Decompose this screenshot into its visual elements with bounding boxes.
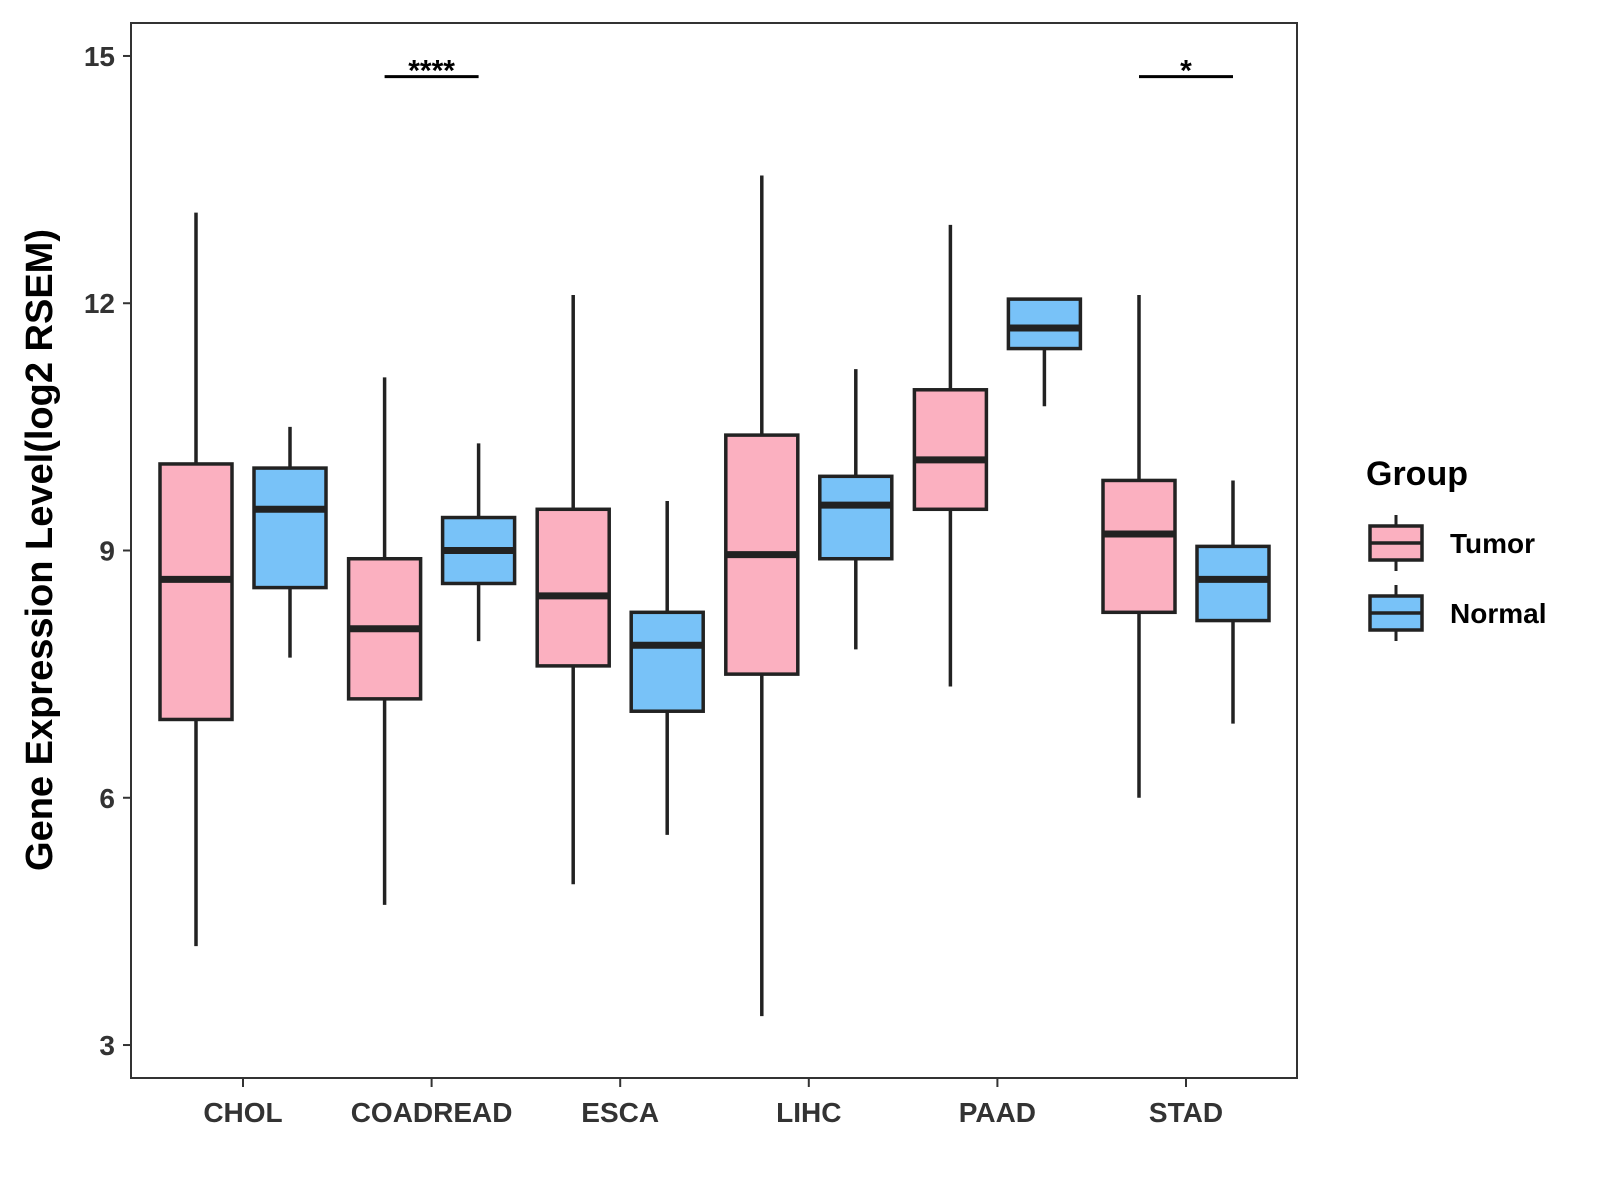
x-tick-label-stad: STAD xyxy=(1149,1097,1223,1128)
significance-label: * xyxy=(1180,55,1192,88)
x-axis: CHOL COADREAD ESCA LIHC PAAD STAD xyxy=(203,1078,1223,1128)
legend-label-normal: Normal xyxy=(1450,598,1546,629)
iqr-box xyxy=(912,388,989,512)
iqr-box xyxy=(1195,544,1271,623)
legend-title: Group xyxy=(1366,455,1468,493)
x-tick-label-chol: CHOL xyxy=(203,1097,282,1128)
y-axis-title: Gene Expression Level(log2 RSEM) xyxy=(19,229,61,871)
legend-label-tumor: Tumor xyxy=(1450,528,1535,559)
y-axis: 3 6 9 12 15 xyxy=(84,41,131,1061)
box-normal-lihc xyxy=(818,369,894,650)
box-tumor-coadread xyxy=(346,377,423,905)
iqr-box xyxy=(158,462,234,722)
box-tumor-chol xyxy=(158,212,234,947)
box-normal-coadread xyxy=(440,443,517,642)
box-tumor-esca xyxy=(535,294,611,885)
box-normal-chol xyxy=(252,426,328,658)
box-tumor-paad xyxy=(912,224,989,687)
iqr-box xyxy=(535,507,611,668)
y-tick-label: 9 xyxy=(99,536,115,567)
iqr-box xyxy=(1006,297,1083,351)
iqr-box xyxy=(1101,478,1177,615)
iqr-box xyxy=(629,610,705,713)
x-tick-label-paad: PAAD xyxy=(959,1097,1036,1128)
significance-label: **** xyxy=(408,55,455,88)
y-tick-label: 6 xyxy=(99,783,115,814)
box-tumor-lihc xyxy=(724,175,800,1017)
x-tick-label-coadread: COADREAD xyxy=(351,1097,513,1128)
boxes-layer xyxy=(158,175,1271,1017)
y-tick-label: 12 xyxy=(84,288,115,319)
significance-layer: **** * xyxy=(384,55,1233,88)
y-tick-label: 15 xyxy=(84,41,115,72)
box-tumor-stad xyxy=(1101,294,1177,798)
legend: Group Tumor Normal xyxy=(1366,455,1546,641)
legend-entry-normal: Normal xyxy=(1368,585,1546,641)
y-tick-label: 3 xyxy=(99,1030,115,1061)
box-normal-stad xyxy=(1195,480,1271,724)
box-normal-esca xyxy=(629,501,705,835)
box-normal-paad xyxy=(1006,297,1083,407)
iqr-box xyxy=(818,474,894,561)
legend-entry-tumor: Tumor xyxy=(1368,515,1535,571)
iqr-box xyxy=(252,466,328,590)
x-tick-label-esca: ESCA xyxy=(581,1097,659,1128)
x-tick-label-lihc: LIHC xyxy=(776,1097,841,1128)
